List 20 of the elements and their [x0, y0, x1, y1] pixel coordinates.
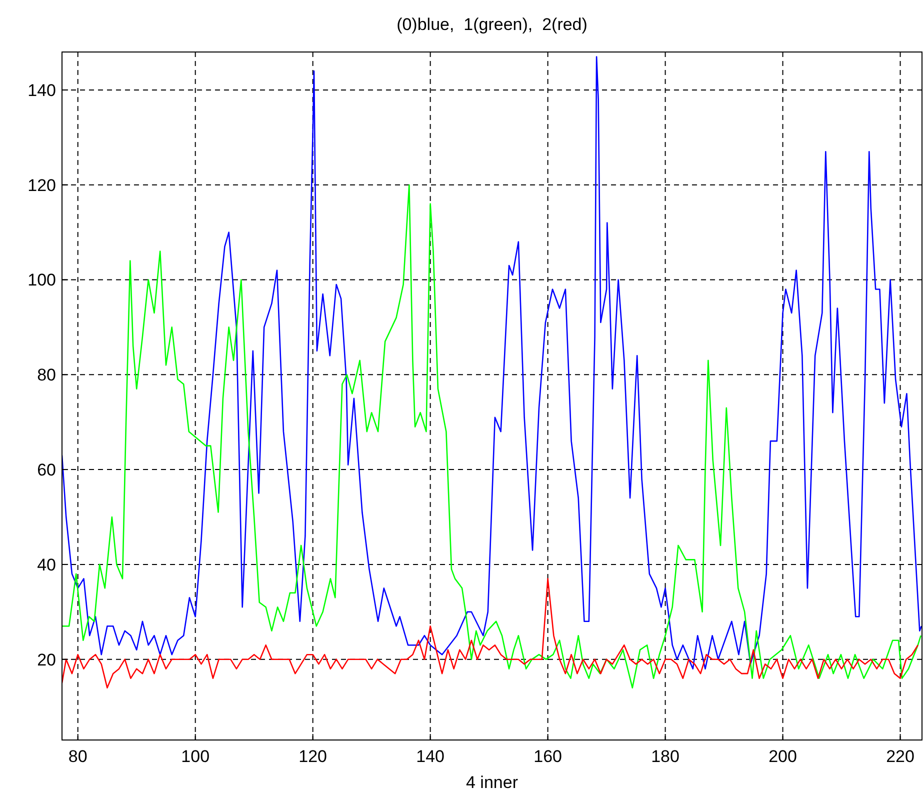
line-series [62, 578, 919, 688]
x-tick-label: 160 [534, 747, 562, 766]
x-tick-label: 100 [181, 747, 210, 766]
y-tick-label: 120 [28, 176, 56, 195]
x-tick-label: 80 [68, 747, 88, 766]
y-tick-label: 100 [28, 270, 56, 290]
x-tick-label: 220 [886, 747, 914, 766]
y-tick-label: 40 [37, 555, 56, 574]
y-tick-label: 60 [37, 460, 56, 480]
x-tick-label: 200 [768, 747, 797, 766]
x-tick-label: 120 [298, 747, 328, 766]
x-axis-title: 4 inner [466, 773, 518, 792]
x-tick-label: 180 [651, 747, 680, 766]
y-tick-label: 140 [28, 80, 56, 100]
line-series [62, 56, 922, 670]
line-series [62, 184, 922, 688]
y-tick-label: 20 [37, 650, 56, 670]
y-tick-label: 80 [37, 366, 56, 385]
x-tick-label: 140 [416, 747, 445, 766]
chart-title: (0)blue, 1(green), 2(red) [396, 15, 588, 34]
